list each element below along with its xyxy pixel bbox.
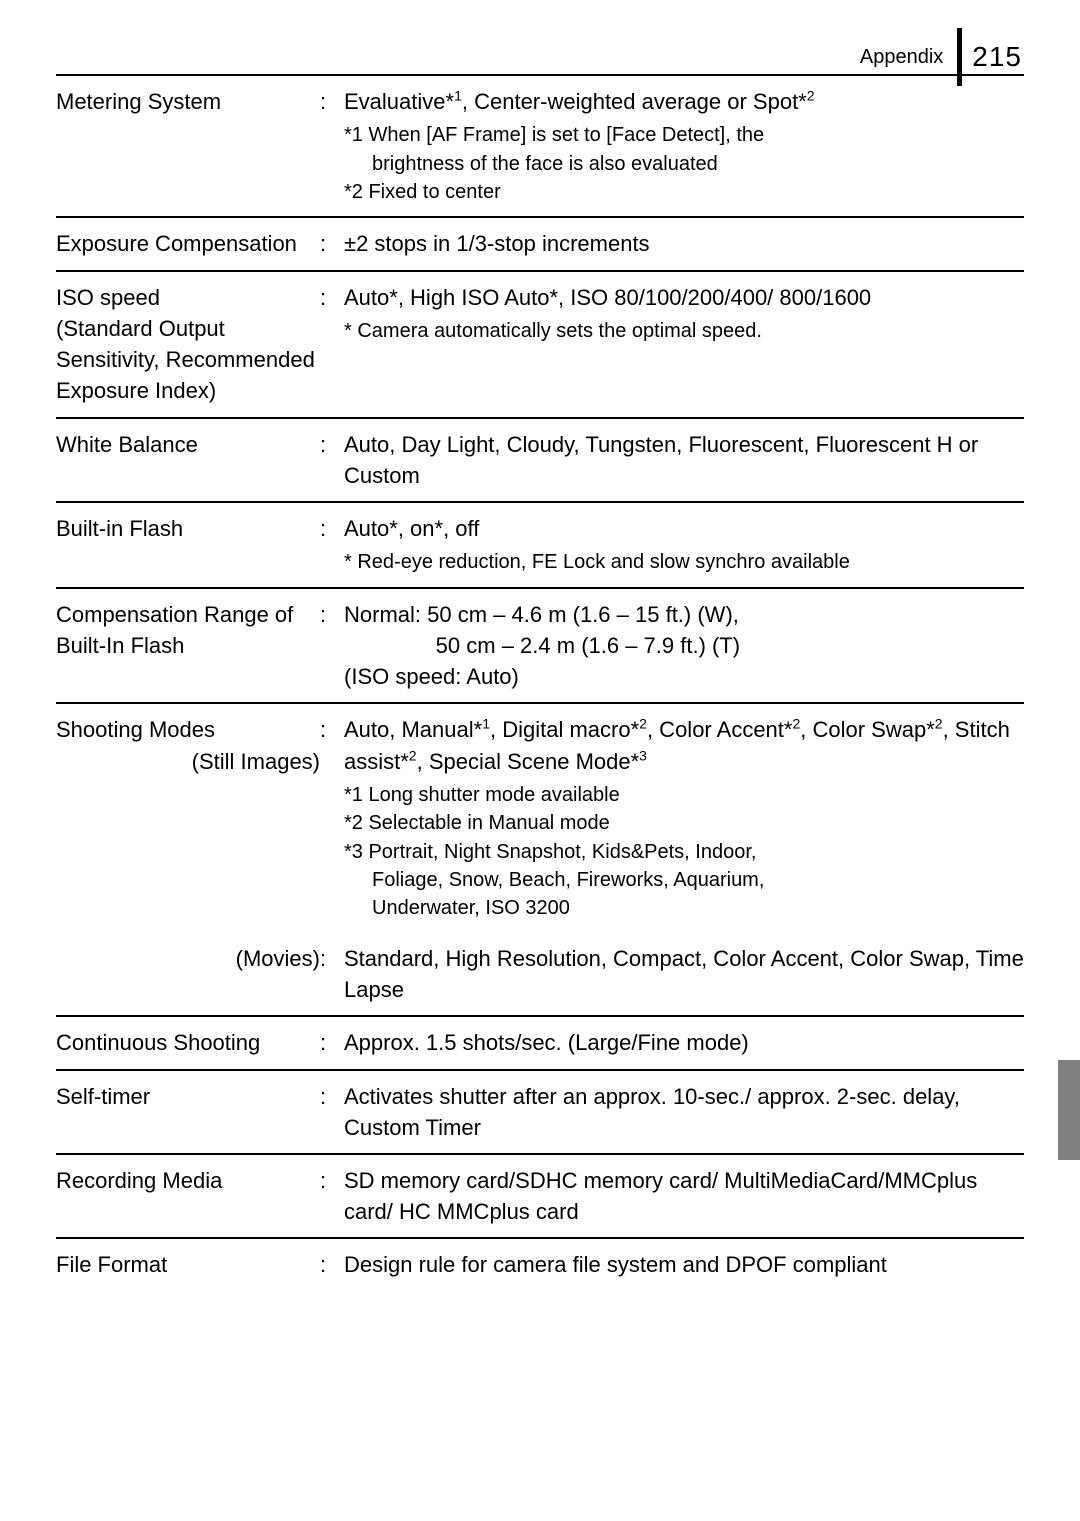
spec-value: SD memory card/SDHC memory card/ MultiMe… [344, 1165, 1024, 1227]
spec-label: Built-in Flash [56, 513, 320, 577]
spec-label: Exposure Compensation [56, 228, 320, 259]
spec-value: Evaluative*1, Center-weighted average or… [344, 86, 1024, 206]
header-page-number: 215 [962, 41, 1022, 73]
spec-row: Shooting Modes(Still Images):Auto, Manua… [56, 702, 1024, 932]
spec-value: Normal: 50 cm – 4.6 m (1.6 – 15 ft.) (W)… [344, 599, 1024, 693]
spec-value: Auto, Manual*1, Digital macro*2, Color A… [344, 714, 1024, 922]
spec-value: Design rule for camera file system and D… [344, 1249, 1024, 1280]
spec-colon: : [320, 1081, 344, 1143]
spec-label: Self-timer [56, 1081, 320, 1143]
spec-label: White Balance [56, 429, 320, 491]
spec-row: Recording Media:SD memory card/SDHC memo… [56, 1153, 1024, 1237]
spec-colon: : [320, 86, 344, 206]
spec-label: Shooting Modes(Still Images) [56, 714, 320, 922]
spec-value: Auto, Day Light, Cloudy, Tungsten, Fluor… [344, 429, 1024, 491]
header-section-label: Appendix [860, 46, 957, 69]
spec-colon: : [320, 599, 344, 693]
spec-row: Built-in Flash:Auto*, on*, off* Red-eye … [56, 501, 1024, 587]
spec-label: Recording Media [56, 1165, 320, 1227]
spec-row: Metering System:Evaluative*1, Center-wei… [56, 74, 1024, 216]
spec-value: Auto*, High ISO Auto*, ISO 80/100/200/40… [344, 282, 1024, 407]
spec-label: Compensation Range ofBuilt-In Flash [56, 599, 320, 693]
spec-value: Approx. 1.5 shots/sec. (Large/Fine mode) [344, 1027, 1024, 1058]
side-tab [1058, 1060, 1080, 1160]
spec-colon: : [320, 1165, 344, 1227]
spec-row: Exposure Compensation:±2 stops in 1/3-st… [56, 216, 1024, 269]
spec-colon: : [320, 429, 344, 491]
spec-colon: : [320, 714, 344, 922]
spec-row: Compensation Range ofBuilt-In Flash:Norm… [56, 587, 1024, 703]
spec-label: ISO speed(Standard OutputSensitivity, Re… [56, 282, 320, 407]
spec-label: File Format [56, 1249, 320, 1280]
spec-label: (Movies) [56, 943, 320, 1005]
spec-colon: : [320, 282, 344, 407]
spec-row: File Format:Design rule for camera file … [56, 1237, 1024, 1290]
spec-value: Auto*, on*, off* Red-eye reduction, FE L… [344, 513, 1024, 577]
spec-row: Continuous Shooting:Approx. 1.5 shots/se… [56, 1015, 1024, 1068]
spec-row: (Movies):Standard, High Resolution, Comp… [56, 933, 1024, 1015]
spec-table: Metering System:Evaluative*1, Center-wei… [56, 74, 1024, 1291]
spec-row: ISO speed(Standard OutputSensitivity, Re… [56, 270, 1024, 417]
spec-colon: : [320, 228, 344, 259]
spec-label: Continuous Shooting [56, 1027, 320, 1058]
spec-row: White Balance:Auto, Day Light, Cloudy, T… [56, 417, 1024, 501]
spec-value: Standard, High Resolution, Compact, Colo… [344, 943, 1024, 1005]
spec-row: Self-timer:Activates shutter after an ap… [56, 1069, 1024, 1153]
spec-label: Metering System [56, 86, 320, 206]
spec-colon: : [320, 1027, 344, 1058]
spec-value: ±2 stops in 1/3-stop increments [344, 228, 1024, 259]
spec-value: Activates shutter after an approx. 10-se… [344, 1081, 1024, 1143]
spec-colon: : [320, 943, 344, 1005]
spec-colon: : [320, 1249, 344, 1280]
spec-colon: : [320, 513, 344, 577]
